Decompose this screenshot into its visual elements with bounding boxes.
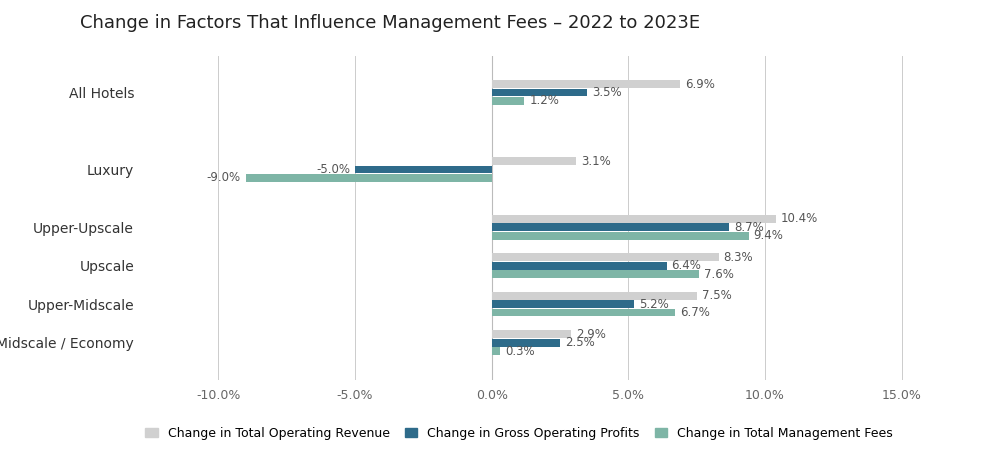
Bar xyxy=(492,300,634,308)
Bar xyxy=(492,270,699,278)
Text: 6.7%: 6.7% xyxy=(680,306,710,319)
Text: 6.4%: 6.4% xyxy=(672,259,701,272)
Bar xyxy=(492,97,524,105)
Text: 0.3%: 0.3% xyxy=(505,344,534,358)
Text: 6.9%: 6.9% xyxy=(685,77,715,91)
Bar xyxy=(355,166,492,173)
Text: 7.6%: 7.6% xyxy=(704,268,734,281)
Bar xyxy=(492,347,500,355)
Text: -5.0%: -5.0% xyxy=(316,163,350,176)
Text: 5.2%: 5.2% xyxy=(639,298,668,311)
Text: 1.2%: 1.2% xyxy=(529,94,559,107)
Bar xyxy=(492,253,719,261)
Bar xyxy=(492,232,749,239)
Bar xyxy=(492,89,587,96)
Legend: Change in Total Operating Revenue, Change in Gross Operating Profits, Change in : Change in Total Operating Revenue, Chang… xyxy=(140,422,898,445)
Bar xyxy=(492,215,776,223)
Bar xyxy=(492,80,680,88)
Text: 2.9%: 2.9% xyxy=(576,328,606,341)
Bar xyxy=(492,262,667,269)
Bar xyxy=(492,224,729,231)
Bar xyxy=(492,309,675,317)
Text: 7.5%: 7.5% xyxy=(702,289,731,302)
Text: 9.4%: 9.4% xyxy=(754,229,783,242)
Text: 2.5%: 2.5% xyxy=(565,336,595,349)
Text: 8.7%: 8.7% xyxy=(734,221,764,234)
Bar xyxy=(492,331,571,338)
Text: -9.0%: -9.0% xyxy=(207,171,241,184)
Bar xyxy=(492,157,576,165)
Text: 3.5%: 3.5% xyxy=(592,86,622,99)
Bar xyxy=(246,174,492,182)
Text: Change in Factors That Influence Management Fees – 2022 to 2023E: Change in Factors That Influence Managem… xyxy=(80,14,700,32)
Text: 10.4%: 10.4% xyxy=(781,212,818,225)
Bar xyxy=(492,292,697,300)
Text: 3.1%: 3.1% xyxy=(581,155,611,168)
Text: 8.3%: 8.3% xyxy=(723,251,753,264)
Bar xyxy=(492,339,560,346)
